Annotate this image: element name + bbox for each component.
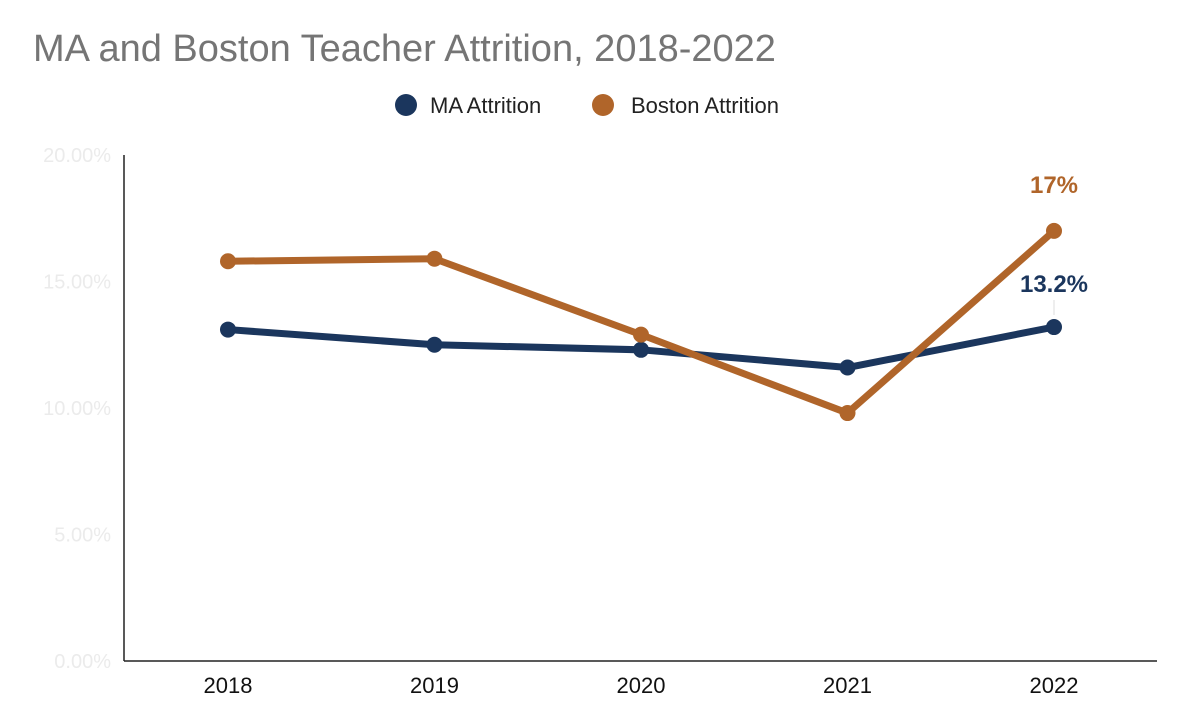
y-tick-label: 0.00% xyxy=(54,651,111,673)
legend-label-ma: MA Attrition xyxy=(430,93,541,118)
data-point-boston xyxy=(839,405,856,422)
data-label-layer: 13.2% 17% xyxy=(1020,172,1088,316)
data-point-boston xyxy=(426,250,443,267)
x-tick-label: 2018 xyxy=(204,673,253,698)
y-tick-label: 15.00% xyxy=(43,272,111,294)
y-axis-ticks: 0.00% 5.00% 10.00% 15.00% 20.00% xyxy=(43,145,111,673)
legend: MA Attrition Boston Attrition xyxy=(395,93,779,118)
legend-marker-boston xyxy=(592,94,614,116)
chart-title: MA and Boston Teacher Attrition, 2018-20… xyxy=(33,28,776,70)
x-tick-label: 2021 xyxy=(823,673,872,698)
data-point-ma xyxy=(839,359,856,376)
legend-marker-ma xyxy=(395,94,417,116)
data-point-ma xyxy=(220,321,236,338)
x-tick-label: 2019 xyxy=(410,673,459,698)
y-tick-label: 5.00% xyxy=(54,525,111,547)
data-point-boston xyxy=(1046,222,1062,239)
data-point-ma xyxy=(633,341,649,358)
y-tick-label: 20.00% xyxy=(43,145,111,167)
data-point-ma xyxy=(1046,319,1062,336)
legend-label-boston: Boston Attrition xyxy=(631,93,779,118)
series-layer xyxy=(220,222,1062,422)
data-label-ma: 13.2% xyxy=(1020,271,1088,298)
data-point-boston xyxy=(633,326,649,343)
y-tick-label: 10.00% xyxy=(43,398,111,420)
series-line-boston xyxy=(224,227,1058,417)
x-axis-ticks: 2018 2019 2020 2021 2022 xyxy=(204,673,1079,698)
x-tick-label: 2020 xyxy=(617,673,666,698)
data-point-boston xyxy=(220,253,236,270)
data-label-boston: 17% xyxy=(1030,172,1078,199)
x-tick-label: 2022 xyxy=(1030,673,1079,698)
data-point-ma xyxy=(426,336,443,353)
